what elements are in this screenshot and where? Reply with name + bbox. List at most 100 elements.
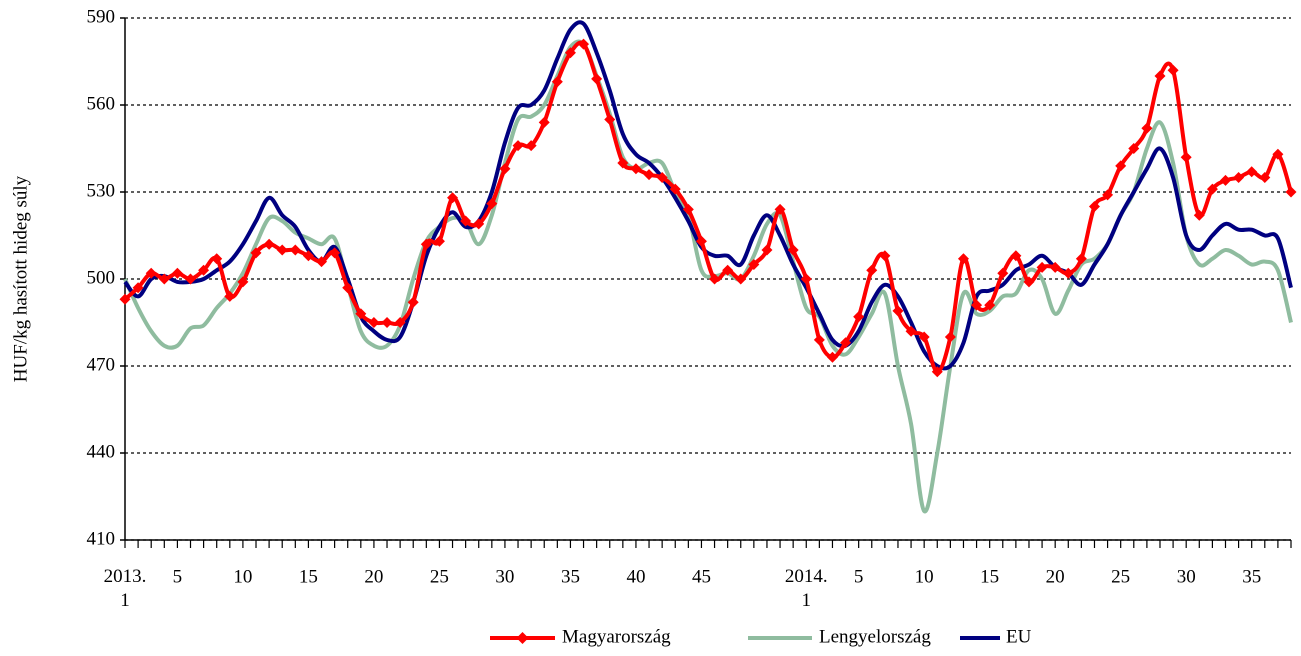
series-marker bbox=[158, 273, 170, 285]
legend-label: Magyarország bbox=[562, 626, 671, 647]
x-tick-label: 40 bbox=[626, 566, 645, 587]
x-tick-label: 45 bbox=[692, 566, 711, 587]
series-marker bbox=[604, 114, 616, 125]
x-tick-label: 20 bbox=[1046, 566, 1065, 587]
x-tick-label: 35 bbox=[561, 566, 580, 587]
series-marker bbox=[840, 337, 852, 349]
series-marker bbox=[787, 244, 799, 256]
series-marker bbox=[289, 244, 301, 256]
series-marker bbox=[800, 273, 812, 285]
series-marker bbox=[774, 203, 786, 215]
series-marker bbox=[420, 238, 432, 250]
series-marker bbox=[944, 331, 956, 343]
series-marker bbox=[630, 163, 642, 175]
series-marker bbox=[1141, 122, 1153, 134]
y-tick-label: 410 bbox=[87, 528, 116, 549]
series-marker bbox=[145, 267, 157, 279]
y-tick-label: 500 bbox=[87, 267, 116, 288]
x-tick-label: 25 bbox=[1111, 566, 1130, 587]
series-marker bbox=[879, 250, 891, 262]
x-tick-label: 35 bbox=[1242, 566, 1261, 587]
series-marker bbox=[971, 299, 983, 311]
series-marker bbox=[447, 192, 459, 204]
series-marker bbox=[237, 276, 249, 288]
series-marker bbox=[1167, 64, 1179, 76]
x-tick-label: 5 bbox=[854, 566, 864, 587]
legend-label: Lengyelország bbox=[819, 626, 931, 647]
series-marker bbox=[171, 267, 183, 279]
series-marker bbox=[1272, 148, 1284, 160]
series-marker bbox=[709, 273, 721, 285]
series-marker bbox=[486, 198, 498, 210]
series-marker bbox=[918, 331, 930, 343]
series-marker bbox=[1115, 160, 1127, 172]
series-marker bbox=[984, 299, 996, 311]
series-marker bbox=[473, 218, 485, 230]
series-marker bbox=[1219, 174, 1231, 186]
legend-marker bbox=[516, 632, 529, 644]
y-tick-label: 590 bbox=[87, 6, 116, 27]
series-marker bbox=[1285, 186, 1297, 198]
series-marker bbox=[1010, 250, 1022, 262]
series-marker bbox=[394, 317, 406, 328]
series-marker bbox=[224, 290, 236, 302]
series-marker bbox=[355, 308, 367, 320]
series-marker bbox=[1246, 166, 1258, 178]
series-marker bbox=[761, 244, 773, 256]
series-marker bbox=[1154, 70, 1166, 82]
series-marker bbox=[211, 253, 223, 265]
x-tick-label: 5 bbox=[173, 566, 183, 587]
series-marker bbox=[551, 76, 563, 88]
x-tick-label: 2014. 1 bbox=[785, 566, 828, 611]
y-tick-label: 560 bbox=[87, 93, 116, 114]
series-line bbox=[123, 40, 1293, 374]
series-marker bbox=[1088, 201, 1100, 212]
series-marker bbox=[460, 215, 472, 227]
series-marker bbox=[1180, 151, 1192, 163]
series-marker bbox=[1233, 172, 1245, 183]
series-marker bbox=[1206, 183, 1218, 195]
series-marker bbox=[263, 238, 275, 250]
series-marker bbox=[1062, 267, 1074, 279]
series-marker bbox=[499, 163, 511, 175]
legend-label: EU bbox=[1006, 626, 1032, 647]
series-marker bbox=[198, 264, 210, 276]
y-tick-label: 530 bbox=[87, 180, 116, 201]
series-marker bbox=[1036, 261, 1048, 273]
series-marker bbox=[617, 157, 629, 169]
x-tick-label: 20 bbox=[364, 566, 383, 587]
series-marker bbox=[1193, 209, 1205, 221]
series-marker bbox=[250, 247, 262, 259]
series-marker bbox=[905, 325, 917, 337]
series-marker bbox=[329, 247, 341, 259]
x-tick-label: 2013. 1 bbox=[104, 566, 147, 611]
series-marker bbox=[578, 38, 590, 50]
series-marker bbox=[368, 317, 380, 328]
series-marker bbox=[892, 305, 904, 317]
x-tick-label: 10 bbox=[233, 566, 252, 587]
y-axis-label: HUF/kg hasított hideg súly bbox=[10, 175, 31, 382]
series-marker bbox=[813, 334, 825, 346]
series-marker bbox=[853, 311, 865, 323]
series-marker bbox=[722, 264, 734, 276]
series-marker bbox=[1049, 261, 1061, 273]
series-line bbox=[123, 20, 1293, 371]
series-marker bbox=[538, 116, 550, 128]
series-marker bbox=[512, 140, 524, 152]
series-line bbox=[123, 39, 1293, 514]
series-marker bbox=[1259, 172, 1271, 183]
series-marker bbox=[276, 244, 288, 256]
series-marker bbox=[1075, 253, 1087, 265]
series-marker bbox=[735, 273, 747, 285]
y-tick-label: 440 bbox=[87, 441, 116, 462]
series-marker bbox=[525, 140, 537, 152]
series-marker bbox=[302, 250, 314, 262]
series-marker bbox=[564, 47, 576, 59]
series-marker bbox=[656, 172, 668, 183]
series-marker bbox=[591, 73, 603, 85]
series-marker bbox=[1128, 143, 1140, 154]
series-marker bbox=[695, 235, 707, 247]
series-marker bbox=[433, 235, 445, 247]
series-marker bbox=[132, 282, 144, 294]
x-tick-label: 10 bbox=[915, 566, 934, 587]
